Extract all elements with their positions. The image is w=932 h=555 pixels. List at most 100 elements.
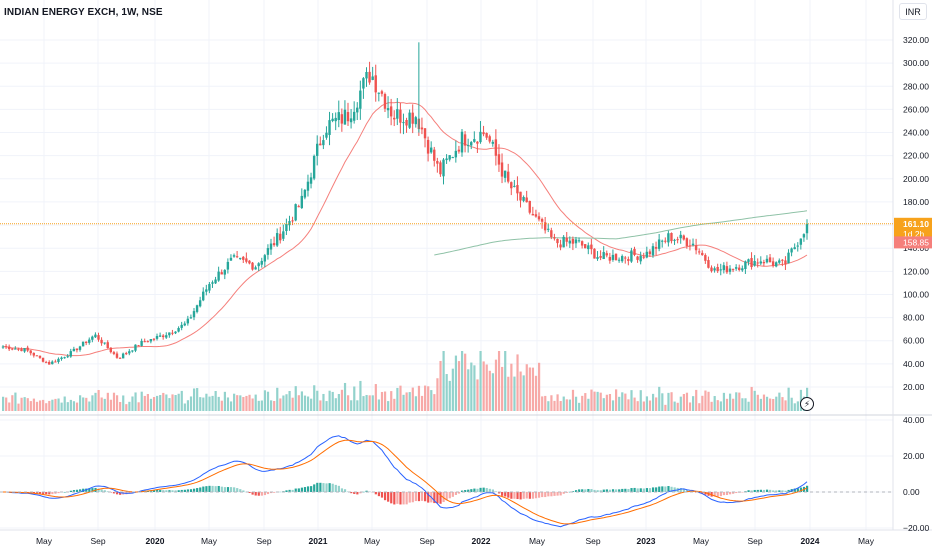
macd-histogram-bar <box>387 492 390 502</box>
candle-body <box>790 248 793 253</box>
volume-bar <box>362 396 365 411</box>
volume-bar <box>140 391 143 411</box>
macd-histogram-bar <box>507 492 510 498</box>
time-tick-label: Sep <box>256 536 271 546</box>
volume-bar <box>615 389 618 411</box>
macd-histogram-bar <box>618 489 621 492</box>
volume-bar <box>504 351 507 411</box>
candle-body <box>186 318 190 324</box>
volume-bar <box>531 367 535 411</box>
candle-body <box>26 347 29 351</box>
volume-bar <box>494 359 498 411</box>
price-tick-label: 280.00 <box>903 81 929 91</box>
macd-histogram-bar <box>229 487 233 492</box>
volume-bar <box>732 398 735 411</box>
candle-body <box>701 252 704 256</box>
candle-body <box>192 311 196 318</box>
macd-histogram-bar <box>550 492 553 497</box>
volume-bar <box>390 391 393 411</box>
macd-histogram-bar <box>291 489 294 492</box>
candle-body <box>337 112 340 121</box>
lightning-icon[interactable]: ⚡ <box>800 397 814 411</box>
volume-bar <box>325 401 328 411</box>
candle-body <box>88 339 91 343</box>
macd-histogram-bar <box>103 490 106 492</box>
candle-body <box>137 345 140 347</box>
macd-histogram-bar <box>396 492 399 504</box>
volume-bar <box>2 396 5 411</box>
candle-body <box>667 233 670 243</box>
macd-histogram-bar <box>516 492 519 500</box>
time-tick-label: May <box>201 536 218 546</box>
macd-histogram-bar <box>556 492 559 496</box>
volume-bar <box>214 390 217 411</box>
volume-bar <box>728 393 732 411</box>
macd-tick-label: 20.00 <box>903 451 925 461</box>
candle-body <box>115 353 119 358</box>
candle-body <box>617 259 621 261</box>
volume-bar <box>69 399 72 411</box>
macd-histogram-bar <box>445 492 448 501</box>
candle-body <box>4 346 8 348</box>
volume-bar <box>165 394 168 411</box>
candle-body <box>177 328 180 332</box>
volume-bar <box>479 351 482 411</box>
candle-body <box>300 195 304 208</box>
macd-histogram-bar <box>636 488 639 492</box>
volume-bar <box>648 400 652 411</box>
macd-histogram-bar <box>645 488 649 492</box>
volume-bar <box>97 390 100 411</box>
macd-histogram-bar <box>753 489 756 492</box>
volume-bar <box>670 392 673 411</box>
macd-histogram-bar <box>513 492 516 499</box>
candle-body <box>109 347 113 353</box>
volume-bar <box>682 394 685 411</box>
candle-body <box>248 260 251 264</box>
volume-bar <box>399 385 402 411</box>
macd-histogram-bar <box>747 490 750 492</box>
volume-bar <box>186 400 190 411</box>
volume-bar <box>350 400 353 411</box>
macd-histogram-bar <box>750 490 753 492</box>
candle-body <box>94 334 97 338</box>
macd-histogram-bar <box>306 486 310 492</box>
candlesticks[interactable] <box>1 42 809 365</box>
volume-bar <box>430 390 433 411</box>
macd-histogram-bar <box>679 488 682 492</box>
macd-histogram-bar <box>316 482 319 492</box>
volume-bar <box>451 368 454 411</box>
volume-bar <box>211 395 214 411</box>
last-price-tag <box>894 217 932 240</box>
macd-histogram-bar <box>186 489 190 492</box>
macd-histogram-bar <box>664 486 667 492</box>
volume-bar <box>276 387 279 411</box>
volume-bar <box>131 396 134 411</box>
volume-bar <box>427 386 430 411</box>
macd-histogram-bar <box>159 489 162 492</box>
macd-histogram-bar <box>501 492 504 496</box>
volume-bar <box>599 392 602 411</box>
candle-body <box>513 185 516 187</box>
candle-body <box>368 71 371 83</box>
volume-bar <box>442 351 445 411</box>
macd-histogram-bar <box>100 489 103 492</box>
macd-histogram-bar <box>51 492 54 495</box>
volume-bar <box>664 404 667 411</box>
volume-bar <box>17 403 20 411</box>
macd-histogram-bar <box>621 488 624 492</box>
volume-bar <box>119 401 122 411</box>
candle-body <box>753 261 756 266</box>
volume-bar <box>710 401 713 411</box>
currency-button[interactable]: INR <box>899 3 927 20</box>
volume-bar <box>667 392 670 411</box>
candle-body <box>260 260 263 265</box>
macd-histogram-bar <box>196 488 199 492</box>
volume-bar <box>491 373 494 411</box>
candle-body <box>734 267 738 269</box>
macd-histogram-bar <box>260 492 263 496</box>
macd-histogram-bar <box>202 486 205 492</box>
candle-body <box>48 361 51 365</box>
macd-histogram-bar <box>383 492 387 501</box>
